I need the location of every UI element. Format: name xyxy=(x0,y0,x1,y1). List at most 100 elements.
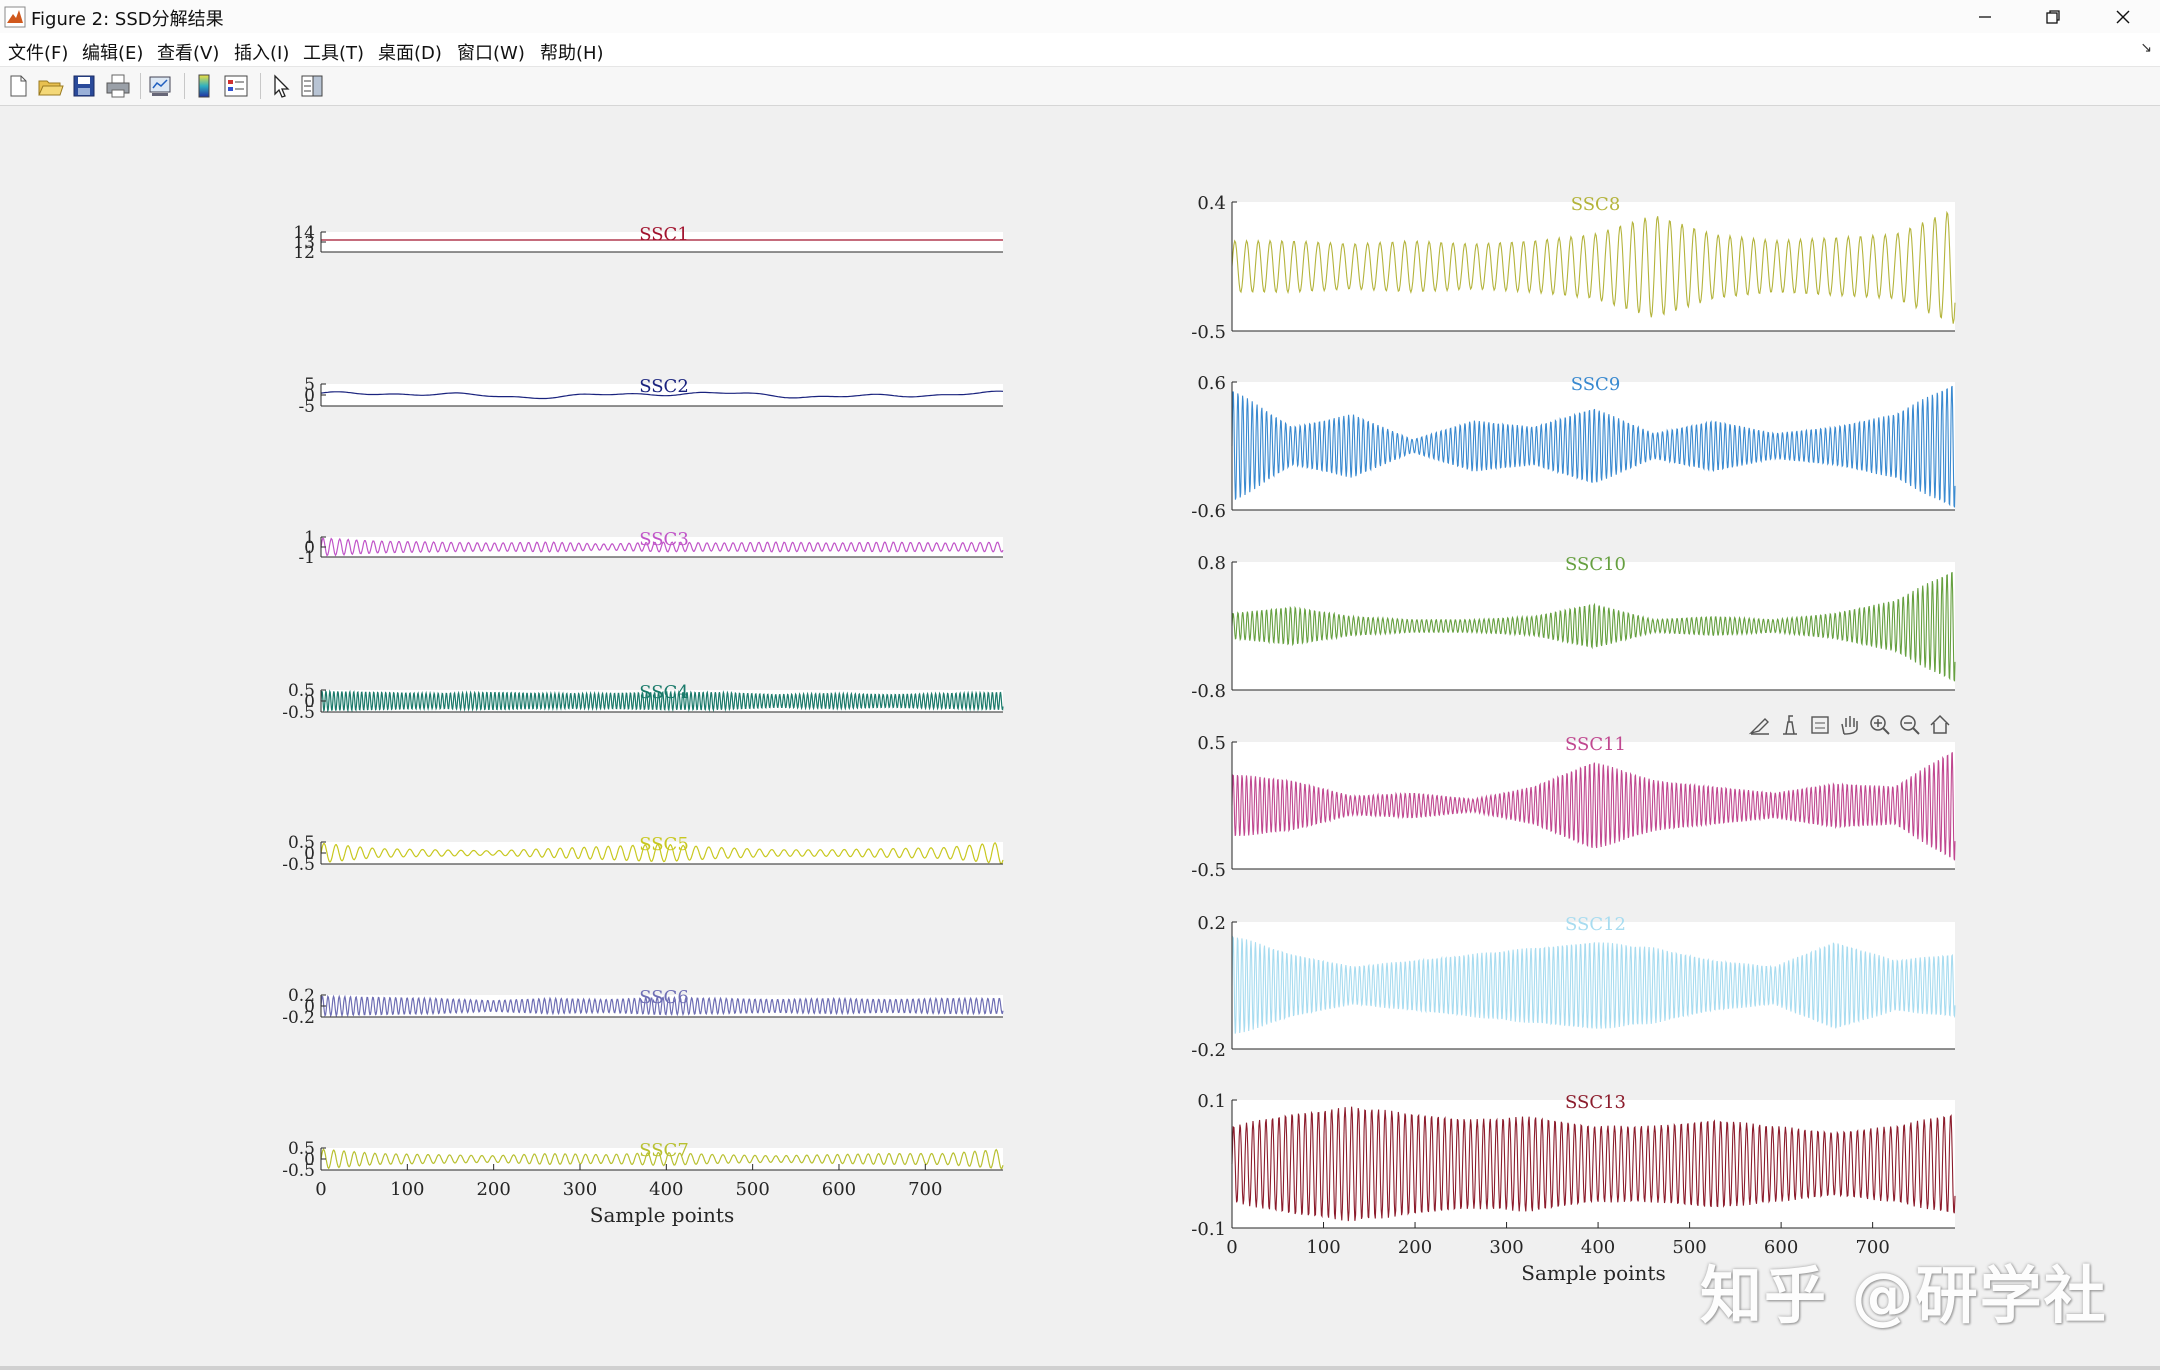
y-tick-label: 0.5 xyxy=(288,1139,315,1159)
y-tick-label: -5 xyxy=(298,397,315,417)
menu-help[interactable]: 帮助(H) xyxy=(540,43,604,64)
y-tick-label: 0 xyxy=(304,692,315,712)
x-tick-label: 500 xyxy=(735,1179,769,1200)
colorbar-icon[interactable] xyxy=(190,72,218,100)
subplot-title: SSC10 xyxy=(1565,554,1626,575)
subplot-ssc8[interactable]: 0.4 -0.5 SSC8 xyxy=(1191,193,1956,343)
property-inspector-icon[interactable] xyxy=(298,72,326,100)
save-icon[interactable] xyxy=(70,72,98,100)
close-button[interactable] xyxy=(2088,0,2158,33)
datatip-icon-hitbox[interactable] xyxy=(1779,714,1801,736)
x-tick-label: 700 xyxy=(908,1179,942,1200)
y-tick-label: -0.5 xyxy=(1191,860,1226,881)
y-tick-label: 0.2 xyxy=(1197,913,1226,934)
series-line-ssc2 xyxy=(320,390,1004,400)
subplot-ssc9[interactable]: 0.6 -0.6 SSC9 xyxy=(1191,373,1956,522)
series-line-ssc5 xyxy=(320,842,1004,865)
subplot-title: SSC13 xyxy=(1565,1092,1626,1113)
subplot-ssc2[interactable]: 50-5 SSC2 xyxy=(298,375,1004,417)
subplot-title: SSC8 xyxy=(1571,194,1621,215)
axes-toolbar-icons xyxy=(1748,714,1951,736)
menu-bar: 文件(F) 编辑(E) 查看(V) 插入(I) 工具(T) 桌面(D) 窗口(W… xyxy=(0,33,2160,67)
export-icon[interactable] xyxy=(1809,714,1831,736)
new-figure-icon[interactable] xyxy=(4,72,32,100)
menu-edit[interactable]: 编辑(E) xyxy=(82,43,144,64)
link-plot-icon[interactable] xyxy=(146,72,174,100)
subplot-title: SSC2 xyxy=(639,376,689,397)
y-tick-label: -0.8 xyxy=(1191,681,1226,702)
y-tick-label: -0.5 xyxy=(282,1161,315,1181)
menu-tools[interactable]: 工具(T) xyxy=(303,43,365,64)
y-tick-label: -0.5 xyxy=(282,855,315,875)
subplot-ssc4[interactable]: 0.50-0.5 SSC4 xyxy=(282,681,1004,723)
x-tick-label: 700 xyxy=(1855,1237,1889,1258)
legend-icon[interactable] xyxy=(222,72,250,100)
datatip-icon[interactable] xyxy=(1779,714,1801,736)
x-tick-label: 300 xyxy=(563,1179,597,1200)
figure-canvas: 14 13 12 SSC1 5 0 -5 SSC2 1 0 -1 SSC3 0.5 0 -0.5 SSC4 0.… xyxy=(0,106,2160,1366)
figure-toolbar xyxy=(0,67,2160,106)
print-icon[interactable] xyxy=(104,72,132,100)
subplot-ssc6[interactable]: 0.20-0.2 SSC6 xyxy=(282,986,1004,1028)
y-tick-label: 0 xyxy=(304,538,315,558)
x-tick-label: 100 xyxy=(1306,1237,1340,1258)
y-tick-label: -0.1 xyxy=(1191,1219,1226,1240)
x-axis-label: Sample points xyxy=(1521,1261,1665,1285)
y-tick-label: 0.5 xyxy=(1197,733,1226,754)
subplot-ssc10[interactable]: 0.8 -0.8 SSC10 xyxy=(1191,553,1956,702)
subplot-ssc12[interactable]: 0.2 -0.2 SSC12 xyxy=(1191,913,1956,1061)
x-tick-label: 100 xyxy=(390,1179,424,1200)
y-tick-label: 0.6 xyxy=(1197,373,1226,394)
export-icon-frame xyxy=(1811,716,1829,734)
series-line-ssc8 xyxy=(1231,210,1956,324)
zoom-in-icon-handle xyxy=(1882,727,1890,735)
menu-desktop[interactable]: 桌面(D) xyxy=(378,43,442,64)
x-tick-label: 600 xyxy=(822,1179,856,1200)
axes-background xyxy=(321,842,1003,864)
dock-arrow-icon[interactable]: ↘ xyxy=(2140,40,2152,56)
subplot-ssc3[interactable]: 10-1 SSC3 xyxy=(298,528,1004,568)
watermark: 知乎 @研学社 xyxy=(1700,1259,2108,1332)
subplot-ssc13[interactable]: 0.1 -0.1 SSC13 0 100 200 300 400 500 600 700 Sample… xyxy=(1191,1091,1956,1285)
subplot-title: SSC12 xyxy=(1565,914,1626,935)
y-tick-label: 0.5 xyxy=(288,833,315,853)
y-tick-label: 12 xyxy=(293,243,315,263)
menu-file[interactable]: 文件(F) xyxy=(8,43,69,64)
menu-window[interactable]: 窗口(W) xyxy=(457,43,525,64)
subplot-ssc5[interactable]: 0.50-0.5 SSC5 xyxy=(282,833,1004,875)
x-tick-label: 0 xyxy=(315,1179,326,1200)
axes-background xyxy=(321,1148,1003,1170)
window-bottom-border xyxy=(0,1366,2160,1370)
minimize-button[interactable] xyxy=(1950,0,2020,33)
subplot-ssc11[interactable]: 0.5 -0.5 SSC11 xyxy=(1191,733,1956,881)
x-tick-label: 200 xyxy=(1398,1237,1432,1258)
brush-icon[interactable] xyxy=(1748,714,1771,736)
x-tick-label: 0 xyxy=(1226,1237,1237,1258)
series-line-ssc11 xyxy=(1231,752,1956,861)
x-axis-label: Sample points xyxy=(590,1203,734,1227)
subplots-svg: 141312SSC150-5SSC210-1SSC30.50-0.5SSC40.… xyxy=(282,193,1956,1285)
brush-icon-shape xyxy=(1748,718,1769,735)
x-tick-label: 300 xyxy=(1489,1237,1523,1258)
y-tick-label: 0 xyxy=(304,386,315,406)
zoom-out-icon[interactable] xyxy=(1899,714,1921,736)
pointer-icon[interactable] xyxy=(266,72,294,100)
subplot-ssc7[interactable]: 0.50-0.5 SSC7 0 100 200 300 400 500 600 700 Sample… xyxy=(282,1139,1004,1227)
zoom-in-icon-lens xyxy=(1870,715,1886,731)
home-icon[interactable] xyxy=(1929,714,1951,736)
zoom-out-icon-handle xyxy=(1912,727,1920,735)
menu-insert[interactable]: 插入(I) xyxy=(234,43,290,64)
pan-hand-icon[interactable] xyxy=(1839,714,1861,736)
y-tick-label: -0.6 xyxy=(1191,501,1226,522)
restore-icon xyxy=(2046,9,2060,24)
y-tick-label: -1 xyxy=(298,548,315,568)
menu-view[interactable]: 查看(V) xyxy=(157,43,220,64)
series-line-ssc6 xyxy=(320,994,1004,1018)
y-tick-label: 5 xyxy=(304,375,315,395)
open-file-icon[interactable] xyxy=(36,72,64,100)
x-tick-label: 600 xyxy=(1764,1237,1798,1258)
zoom-in-icon[interactable] xyxy=(1869,714,1891,736)
subplot-title: SSC7 xyxy=(639,1140,689,1161)
restore-button[interactable] xyxy=(2018,0,2088,33)
